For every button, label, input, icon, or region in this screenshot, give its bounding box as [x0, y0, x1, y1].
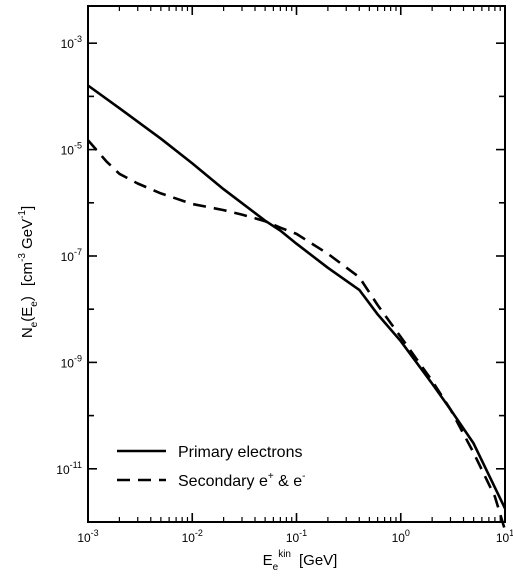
- x-tick-label-exp: -3: [91, 528, 99, 538]
- x-tick-label: 10-3: [77, 528, 98, 545]
- y-tick-label-exp: -5: [74, 141, 82, 151]
- minor-ticks: [118, 6, 501, 522]
- series-line-primary: [87, 84, 507, 509]
- x-tick-label-base: 10: [286, 531, 300, 545]
- x-tick-label-exp: -1: [299, 528, 307, 538]
- x-axis-title-unit: [GeV]: [299, 552, 337, 569]
- series-layer: [87, 84, 507, 531]
- y-tick-label-base: 10: [61, 356, 75, 370]
- x-tick-label-exp: 1: [509, 528, 513, 538]
- legend-label-secondary: Secondary e+ & e-: [178, 471, 306, 490]
- y-axis-title-arg: E: [19, 307, 36, 317]
- x-tick-label-base: 10: [496, 531, 510, 545]
- x-axis-title-base: E: [263, 552, 273, 569]
- x-tick-label: 10-1: [286, 528, 307, 545]
- x-tick-labels: 10-3 10-2 10-1 100 101: [77, 528, 513, 545]
- y-axis-title-unit-suffix: ]: [19, 206, 36, 210]
- y-tick-label-base: 10: [61, 37, 75, 51]
- y-axis-title-unit-mid: GeV: [19, 219, 36, 253]
- x-axis-title: Ee kin [GeV]: [263, 549, 338, 573]
- x-axis-title-sup: kin: [278, 549, 291, 560]
- y-axis-title: Ne(Ee)[cm-3 GeV-1]: [17, 206, 40, 338]
- x-tick-label: 101: [496, 528, 513, 545]
- y-axis-title-unit-sup2: -1: [17, 210, 28, 219]
- y-tick-label: 10-5: [61, 141, 82, 158]
- y-axis-title-arg-sub: e: [29, 301, 40, 307]
- legend-label-secondary-sup2: -: [302, 471, 305, 482]
- x-tick-label-base: 10: [392, 531, 406, 545]
- y-axis-title-unit-prefix: [cm: [19, 262, 36, 286]
- y-axis-title-sub: e: [29, 321, 40, 327]
- y-tick-label: 10-9: [61, 353, 82, 370]
- x-tick-label-exp: -2: [195, 528, 203, 538]
- plot-frame: [87, 5, 506, 523]
- legend-label-secondary-mid: & e: [274, 473, 303, 490]
- x-axis-title-sub: e: [273, 562, 279, 573]
- legend-label-secondary-text: Secondary e: [178, 473, 268, 490]
- legend-label-secondary-sup: +: [268, 471, 274, 482]
- y-tick-label: 10-11: [56, 460, 82, 477]
- y-tick-label-exp: -11: [70, 460, 82, 470]
- x-tick-label-exp: 0: [405, 528, 410, 538]
- y-tick-labels: 10-310-510-710-910-11: [56, 34, 82, 477]
- y-axis-title-unit-sup1: -3: [17, 253, 28, 262]
- y-tick-label-exp: -7: [74, 247, 82, 257]
- legend: Primary electrons Secondary e+ & e-: [117, 444, 306, 490]
- x-tick-label-base: 10: [182, 531, 196, 545]
- y-tick-label-base: 10: [56, 463, 70, 477]
- y-axis-title-base: N: [19, 327, 36, 338]
- x-tick-label: 10-2: [182, 528, 203, 545]
- y-axis-title-paren-close: ): [19, 296, 36, 301]
- y-tick-label-exp: -9: [74, 353, 82, 363]
- series-line-secondary: [87, 139, 507, 531]
- x-tick-label: 100: [392, 528, 410, 545]
- y-tick-label-base: 10: [61, 144, 75, 158]
- y-tick-label-base: 10: [61, 250, 75, 264]
- x-tick-label-base: 10: [77, 531, 91, 545]
- legend-label-primary: Primary electrons: [178, 444, 302, 461]
- y-tick-label: 10-3: [61, 34, 82, 51]
- y-tick-label-exp: -3: [74, 34, 82, 44]
- y-tick-label: 10-7: [61, 247, 82, 264]
- y-axis-title-paren-open: (: [19, 317, 36, 322]
